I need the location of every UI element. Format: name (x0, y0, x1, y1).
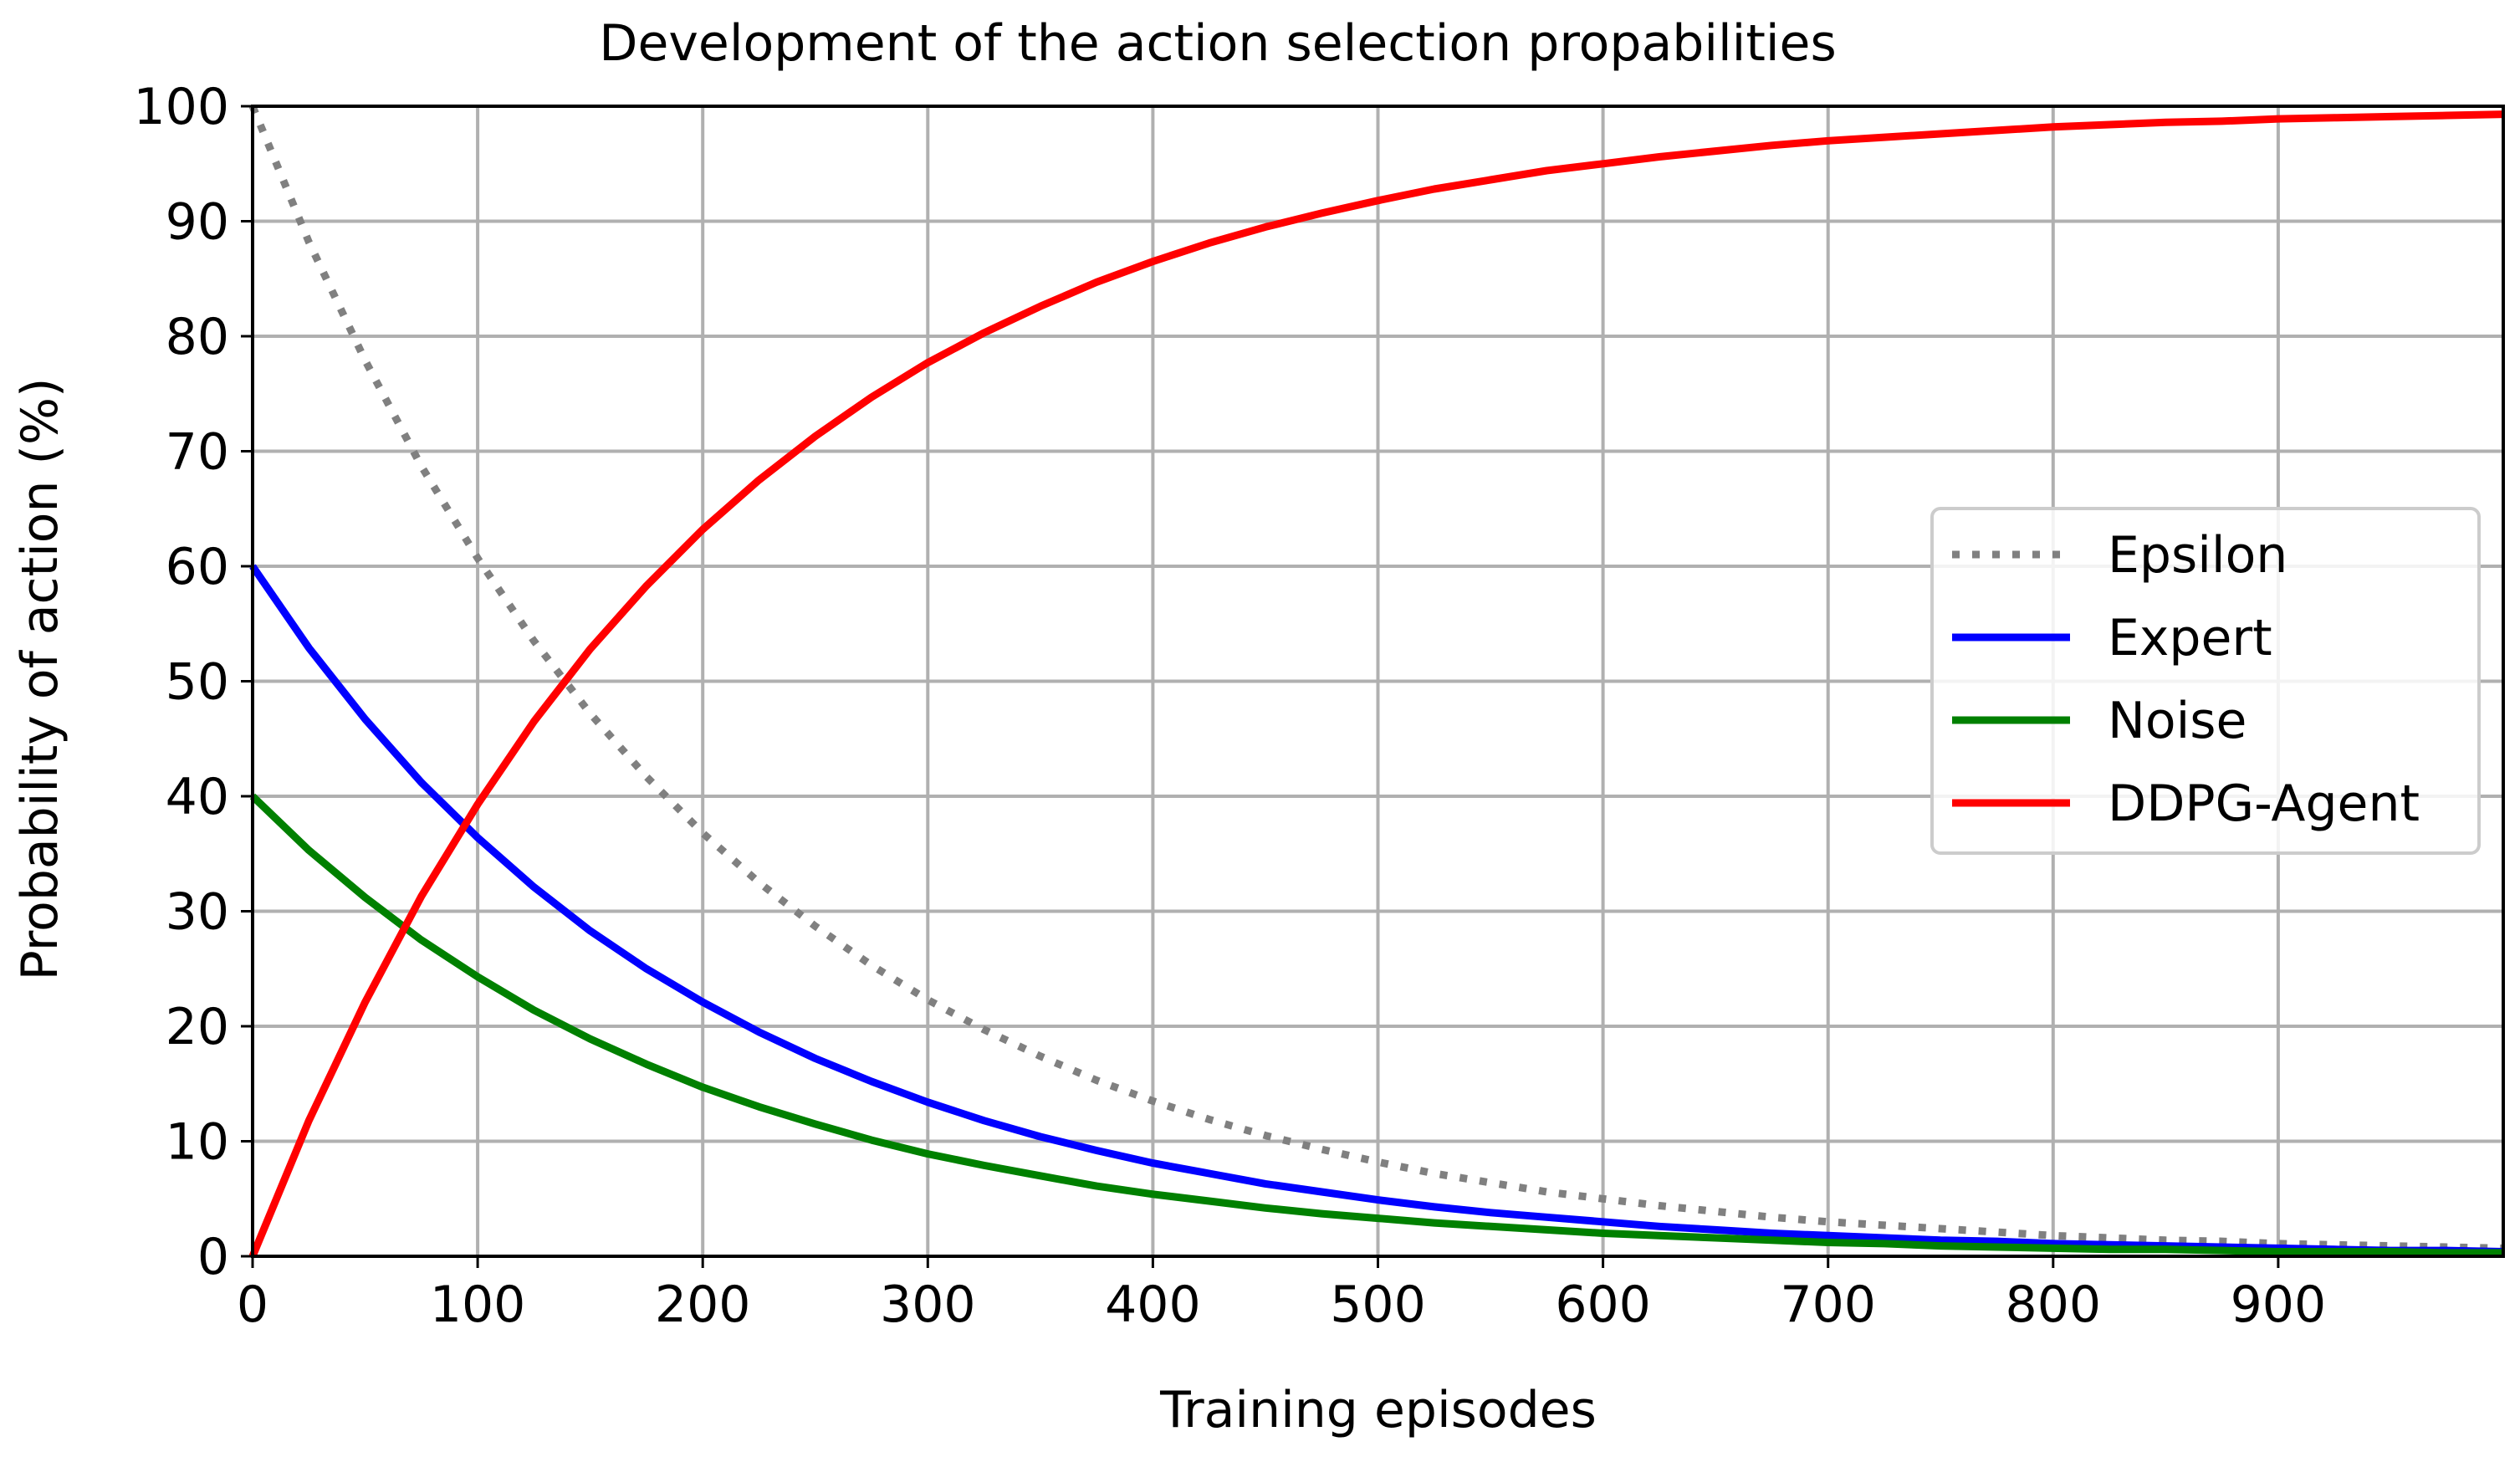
y-tick-label-9: 90 (166, 193, 229, 252)
x-tick-label-7: 700 (1780, 1276, 1876, 1334)
series-line-noise (249, 793, 2503, 1257)
y-tick-label-5: 50 (166, 653, 229, 712)
legend-label-noise: Noise (2108, 692, 2247, 750)
legend-label-expert: Expert (2108, 609, 2272, 667)
y-tick-label-8: 80 (166, 308, 229, 366)
x-tick-label-6: 600 (1555, 1276, 1651, 1334)
y-tick-label-3: 30 (166, 883, 229, 942)
x-tick-label-4: 400 (1105, 1276, 1201, 1334)
y-tick-label-10: 100 (133, 78, 229, 136)
chart-title: Development of the action selection prop… (599, 14, 1836, 73)
y-tick-label-7: 70 (166, 423, 229, 482)
legend-label-epsilon: Epsilon (2108, 526, 2287, 585)
y-tick-label-1: 10 (166, 1113, 229, 1172)
legend-box (1930, 507, 2481, 855)
x-tick-label-3: 300 (880, 1276, 976, 1334)
x-tick-label-2: 200 (655, 1276, 751, 1334)
x-tick-label-9: 900 (2231, 1276, 2327, 1334)
series-line-expert (249, 564, 2504, 1255)
y-axis-label: Probability of action (%) (11, 378, 69, 981)
series-layer (248, 105, 2504, 1258)
y-tick-label-4: 40 (166, 768, 229, 826)
legend-label-ddpg-agent: DDPG-Agent (2108, 775, 2420, 833)
x-tick-label-1: 100 (430, 1276, 526, 1334)
y-tick-label-0: 0 (197, 1228, 229, 1286)
y-axis: 0 10 20 30 40 50 60 70 80 90 100 (133, 78, 253, 1286)
x-tick-label-8: 800 (2006, 1276, 2102, 1334)
x-tick-label-0: 0 (237, 1276, 268, 1334)
x-axis: 0 100 200 300 400 500 600 700 800 900 (237, 1256, 2326, 1334)
x-tick-label-5: 500 (1330, 1276, 1426, 1334)
series-line-ddpg-agent (248, 110, 2504, 1258)
y-tick-label-2: 20 (166, 998, 229, 1056)
y-tick-label-6: 60 (166, 538, 229, 596)
legend: Epsilon Expert Noise DDPG-Agent (1930, 507, 2481, 855)
x-axis-label: Training episodes (1159, 1381, 1597, 1439)
